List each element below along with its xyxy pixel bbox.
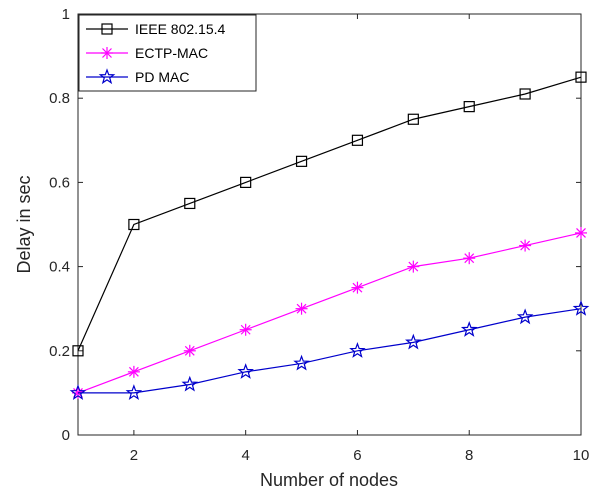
data-point-marker bbox=[181, 375, 199, 392]
series-layer bbox=[69, 71, 590, 400]
series-3 bbox=[69, 299, 590, 400]
x-tick-label: 6 bbox=[353, 447, 361, 464]
data-point-marker bbox=[575, 71, 587, 83]
legend-items: IEEE 802.15.4 ECTP-MAC PD MAC bbox=[86, 21, 226, 85]
data-point-marker bbox=[128, 218, 140, 231]
y-tick-label: 0.8 bbox=[49, 90, 70, 107]
data-point-marker bbox=[240, 176, 252, 188]
data-point-marker bbox=[516, 308, 534, 325]
x-axis-ticks: 2 4 6 8 10 bbox=[130, 14, 590, 464]
data-point-marker bbox=[572, 299, 590, 316]
data-point-marker bbox=[237, 363, 254, 379]
data-point-marker bbox=[183, 344, 196, 357]
legend-marker bbox=[98, 68, 116, 85]
data-point-marker bbox=[295, 302, 308, 315]
y-tick-label: 1 bbox=[62, 6, 70, 23]
series-line bbox=[77, 232, 582, 394]
legend-marker bbox=[101, 47, 113, 59]
x-axis-label: Number of nodes bbox=[260, 470, 398, 490]
legend-marker bbox=[101, 23, 113, 35]
x-tick-label: 2 bbox=[130, 447, 138, 464]
data-point-marker bbox=[351, 134, 364, 146]
legend-label: PD MAC bbox=[135, 69, 189, 85]
y-tick-label: 0.2 bbox=[49, 343, 70, 360]
x-tick-label: 10 bbox=[573, 447, 590, 464]
data-point-marker bbox=[463, 101, 475, 113]
legend-item: IEEE 802.15.4 bbox=[86, 21, 226, 37]
data-point-marker bbox=[460, 321, 478, 337]
y-axis-label: Delay in sec bbox=[14, 175, 34, 273]
data-point-marker bbox=[69, 384, 87, 400]
legend-label: ECTP-MAC bbox=[135, 45, 208, 61]
data-point-marker bbox=[239, 323, 252, 336]
data-point-marker bbox=[519, 239, 532, 252]
legend-item: ECTP-MAC bbox=[86, 45, 208, 61]
x-tick-label: 4 bbox=[241, 447, 249, 464]
series-2 bbox=[72, 226, 587, 399]
legend-label: IEEE 802.15.4 bbox=[135, 21, 226, 37]
legend-item: PD MAC bbox=[86, 68, 189, 85]
series-line bbox=[78, 308, 582, 394]
y-tick-label: 0 bbox=[62, 427, 70, 444]
data-point-marker bbox=[72, 345, 84, 357]
data-point-marker bbox=[463, 252, 476, 265]
data-point-marker bbox=[407, 260, 420, 273]
data-point-marker bbox=[351, 281, 364, 294]
series-line bbox=[77, 76, 582, 352]
data-point-marker bbox=[405, 333, 422, 350]
data-point-marker bbox=[519, 88, 531, 100]
legend: IEEE 802.15.4 ECTP-MAC PD MAC bbox=[78, 14, 257, 92]
y-axis-ticks: 0 0.2 0.4 0.6 0.8 1 bbox=[49, 6, 581, 444]
x-tick-label: 8 bbox=[465, 447, 473, 464]
y-tick-label: 0.4 bbox=[49, 259, 70, 276]
data-point-marker bbox=[349, 342, 366, 358]
y-tick-label: 0.6 bbox=[49, 174, 70, 191]
data-point-marker bbox=[293, 354, 310, 371]
data-point-marker bbox=[184, 197, 196, 210]
data-point-marker bbox=[575, 226, 587, 239]
data-point-marker bbox=[125, 384, 143, 400]
data-point-marker bbox=[127, 365, 140, 378]
data-point-marker bbox=[407, 113, 419, 125]
series-1 bbox=[72, 71, 587, 357]
data-point-marker bbox=[295, 155, 308, 167]
